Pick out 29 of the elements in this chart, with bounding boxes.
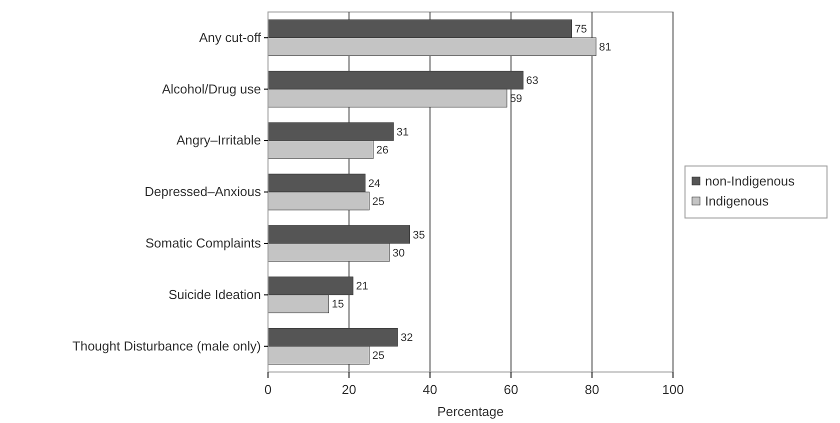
y-tick-label: Suicide Ideation [168, 287, 261, 302]
y-tick-label: Angry–Irritable [176, 132, 261, 148]
x-tick-label: 40 [422, 382, 438, 397]
data-label: 15 [332, 298, 344, 311]
x-tick-label: 80 [584, 382, 600, 397]
y-tick-label: Any cut-off [199, 30, 262, 45]
y-tick-label: Thought Disturbance (male only) [72, 338, 261, 354]
data-label: 75 [574, 24, 587, 36]
data-label: 26 [376, 144, 389, 156]
data-label: 35 [412, 229, 425, 242]
y-tick-label: Depressed–Anxious [144, 184, 262, 200]
data-label: 25 [372, 196, 384, 208]
data-label: 24 [368, 178, 380, 190]
data-label: 21 [356, 280, 368, 293]
y-tick-label: Alcohol/Drug use [162, 81, 261, 96]
data-label: 31 [396, 126, 409, 138]
data-label: 25 [372, 350, 384, 362]
x-tick-label: 20 [342, 382, 356, 397]
data-label: 30 [392, 247, 405, 260]
data-label: 81 [599, 42, 612, 54]
x-tick-label: 100 [662, 382, 684, 397]
data-label: 63 [526, 74, 538, 87]
legend-label: Indigenous [705, 194, 770, 209]
y-tick-label: Somatic Complaints [145, 236, 262, 251]
x-axis-title: Percentage [437, 404, 504, 419]
data-label: 32 [400, 332, 413, 344]
legend-label: non-Indigenous [705, 174, 796, 189]
x-tick-label: 60 [504, 382, 518, 397]
x-tick-label: 0 [264, 382, 272, 397]
